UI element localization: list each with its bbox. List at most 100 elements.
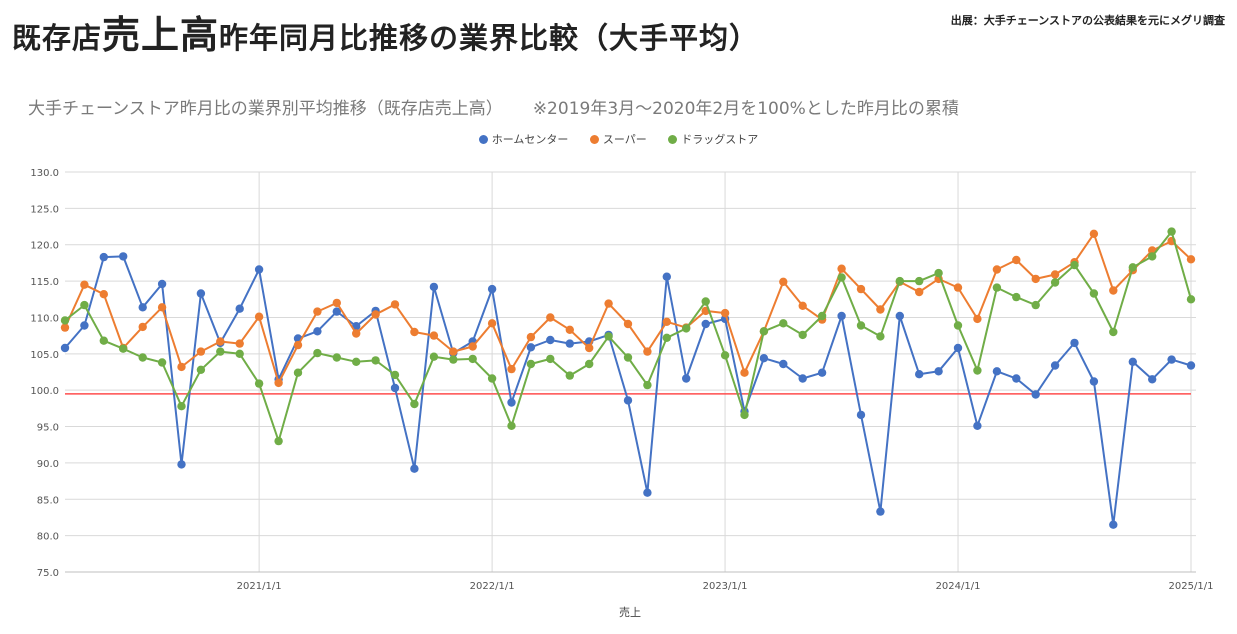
data-point <box>468 354 477 364</box>
data-point <box>623 396 633 405</box>
data-point <box>119 344 128 353</box>
data-point <box>643 488 652 497</box>
data-point <box>1148 252 1157 261</box>
data-point <box>1109 520 1118 529</box>
data-point <box>817 368 827 377</box>
data-point <box>992 367 1002 376</box>
data-point <box>856 410 866 420</box>
data-point <box>1089 229 1099 238</box>
data-point <box>876 507 885 516</box>
y-tick-label: 110.0 <box>30 313 59 324</box>
data-point <box>992 283 1002 292</box>
data-point <box>293 368 303 377</box>
data-point <box>1031 300 1040 310</box>
data-point <box>80 300 89 310</box>
data-point <box>585 343 594 353</box>
data-point <box>992 265 1002 274</box>
data-point <box>915 287 924 297</box>
data-point <box>449 355 458 364</box>
data-point <box>915 276 924 286</box>
data-point <box>662 317 671 326</box>
data-point <box>682 374 691 383</box>
data-point <box>934 367 943 376</box>
data-point <box>759 354 769 363</box>
y-tick-label: 130.0 <box>30 168 59 179</box>
data-point <box>546 354 555 364</box>
y-tick-label: 75.0 <box>37 568 59 579</box>
data-point <box>157 358 167 367</box>
y-tick-label: 105.0 <box>30 350 59 361</box>
data-point <box>779 359 788 369</box>
data-point <box>1031 274 1040 284</box>
data-point <box>1012 374 1021 383</box>
data-point <box>216 337 225 346</box>
data-point <box>119 252 128 261</box>
data-point <box>526 359 536 369</box>
data-point <box>915 370 924 379</box>
data-point <box>565 339 574 348</box>
data-point <box>1050 361 1060 370</box>
data-point <box>371 356 380 365</box>
page-headline: 既存店売上高昨年同月比推移の業界比較（大手平均） <box>12 4 759 59</box>
headline-part-1: 既存店 <box>12 21 103 55</box>
data-point <box>779 277 788 286</box>
data-point <box>313 307 322 316</box>
data-point <box>157 279 167 289</box>
data-point <box>623 353 633 362</box>
data-point <box>1012 255 1021 265</box>
x-tick-label: 2022/1/1 <box>470 581 515 592</box>
data-point <box>99 252 109 262</box>
data-point <box>313 327 322 336</box>
data-point <box>837 273 846 282</box>
y-tick-label: 125.0 <box>30 204 59 215</box>
data-point <box>856 284 866 294</box>
data-point <box>60 316 70 325</box>
data-point <box>856 321 866 330</box>
data-point <box>429 331 439 340</box>
x-tick-label: 2023/1/1 <box>703 581 748 592</box>
data-point <box>332 353 341 362</box>
data-point <box>779 319 788 328</box>
data-point <box>682 324 691 333</box>
data-point <box>973 366 982 375</box>
data-point <box>876 332 885 341</box>
data-point <box>953 321 963 330</box>
data-point <box>585 359 594 369</box>
data-point <box>973 314 982 324</box>
x-tick-label: 2021/1/1 <box>237 581 282 592</box>
data-point <box>390 300 400 309</box>
data-point <box>254 312 264 321</box>
data-point <box>1148 375 1157 384</box>
data-point <box>759 327 769 336</box>
y-tick-label: 85.0 <box>37 495 59 506</box>
data-point <box>429 282 439 292</box>
data-point <box>235 304 244 313</box>
data-point <box>798 374 807 383</box>
y-tick-label: 100.0 <box>30 386 59 397</box>
data-point <box>798 330 807 340</box>
data-point <box>1109 327 1118 337</box>
data-point <box>507 398 516 407</box>
data-point <box>274 436 283 446</box>
data-point <box>1186 295 1196 304</box>
source-note: 出展：大手チェーンストアの公表結果を元にメグリ調査 <box>950 14 1225 27</box>
data-point <box>254 379 264 388</box>
data-point <box>817 311 827 321</box>
data-point <box>953 343 963 353</box>
chart-title: 大手チェーンストア昨月比の業界別平均推移（既存店売上高） <box>28 99 503 119</box>
data-point <box>546 313 555 322</box>
data-point <box>390 383 400 393</box>
data-point <box>1186 255 1196 264</box>
data-point <box>837 264 846 273</box>
chart-legend: ホームセンター スーパー ドラッグストア <box>0 131 1237 147</box>
data-point <box>332 298 341 308</box>
data-point <box>254 265 264 274</box>
data-point <box>429 352 439 361</box>
data-point <box>973 421 982 430</box>
data-point <box>720 351 730 360</box>
headline-emphasis: 売上高 <box>102 13 220 57</box>
series-line-2 <box>64 230 1192 443</box>
data-point <box>643 380 652 390</box>
data-point <box>410 399 419 409</box>
y-tick-label: 115.0 <box>30 277 59 288</box>
